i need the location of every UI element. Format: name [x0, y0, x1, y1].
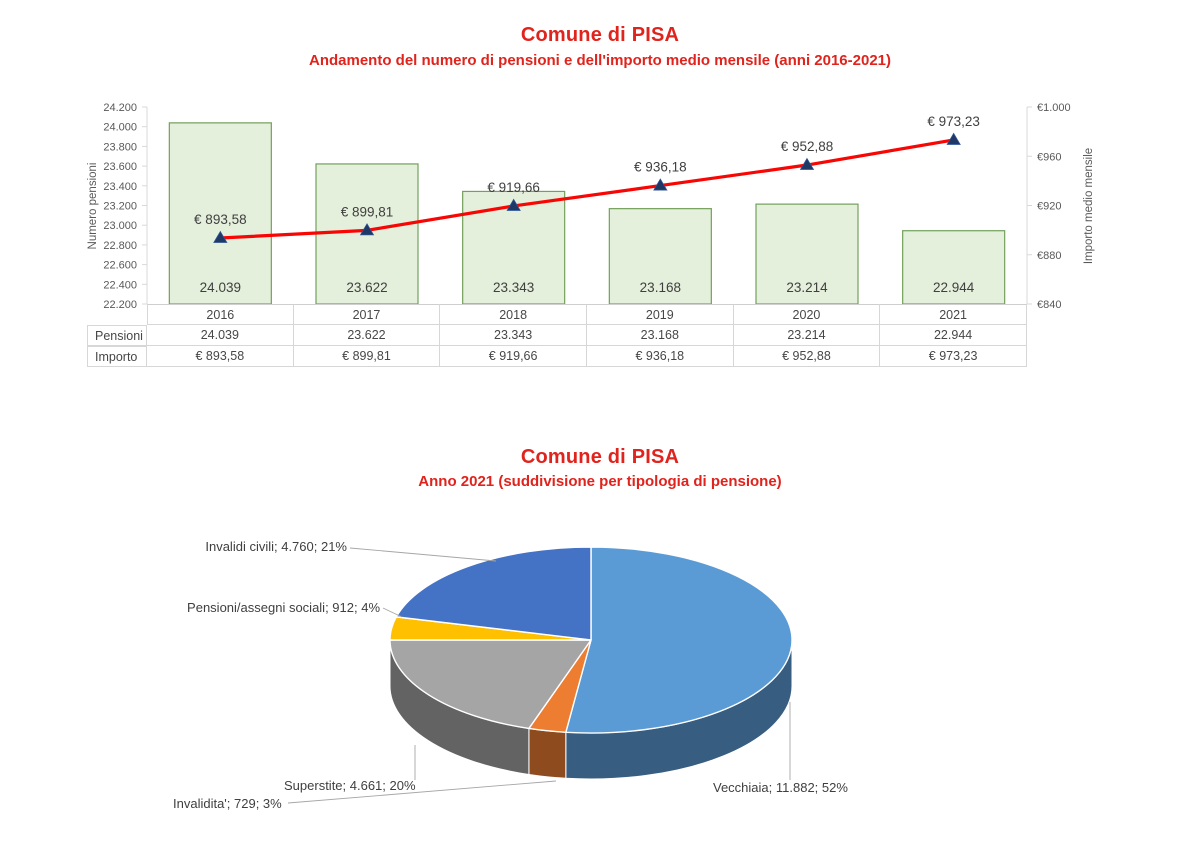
table-cell-pensioni-2018: 23.343 [440, 325, 587, 346]
pie-label-vecchiaia: Vecchiaia; 11.882; 52% [713, 780, 848, 795]
pie-leader-invalidi-civili [349, 547, 497, 562]
left-axis-tick-label: 23.200 [103, 201, 137, 213]
importo-marker-2021 [946, 132, 961, 145]
pie-chart-subtitle: Anno 2021 (suddivisione per tipologia di… [418, 473, 782, 490]
pie-leader-invalidita- [287, 780, 557, 804]
x-axis-year-2018: 2018 [440, 304, 587, 325]
importo-marker-2018 [506, 198, 521, 211]
bar-2020 [755, 203, 859, 305]
right-axis-tick-label: €1.000 [1037, 102, 1071, 114]
importo-marker-2019 [653, 178, 668, 191]
right-axis-tick-label: €880 [1037, 250, 1061, 262]
bar-value-label: 23.168 [640, 280, 681, 295]
importo-marker-2017 [359, 223, 375, 236]
bar-value-label: 23.622 [346, 280, 387, 295]
pie-label-superstite: Superstite; 4.661; 20% [284, 778, 416, 793]
bar-2021 [902, 230, 1006, 305]
left-axis-tick-label: 24.200 [103, 102, 137, 114]
importo-value-label: € 952,88 [781, 139, 834, 154]
pie-leader-pensioni-assegni-sociali [382, 607, 403, 618]
table-cell-pensioni-2016: 24.039 [147, 325, 294, 346]
table-cell-pensioni-2021: 22.944 [880, 325, 1027, 346]
importo-value-label: € 919,66 [487, 180, 540, 195]
right-axis-tick-label: €920 [1037, 201, 1061, 213]
left-axis-tick-label: 22.200 [103, 299, 137, 311]
left-axis-tick-label: 23.600 [103, 161, 137, 173]
combo-chart-data-table: 2016 2017 2018 2019 2020 2021 Pensioni 24.039 23… [87, 304, 1027, 367]
importo-marker-2016 [213, 230, 228, 243]
table-cell-pensioni-2020: 23.214 [733, 325, 881, 346]
bar-2019 [608, 208, 712, 305]
pie-slice-superstite [389, 639, 592, 730]
importo-line [220, 138, 954, 240]
combo-chart-subtitle: Andamento del numero di pensioni e dell'… [308, 52, 892, 69]
pie-label-invalidita-: Invalidita'; 729; 3% [173, 796, 282, 811]
pie-label-invalidi-civili: Invalidi civili; 4.760; 21% [205, 539, 347, 554]
pie-side-invalidita- [528, 727, 567, 779]
table-cell-pensioni-2017: 23.622 [293, 325, 441, 346]
pie-chart-title: Comune di PISA [520, 446, 680, 468]
left-axis-tick-label: 22.400 [103, 279, 137, 291]
importo-value-label: € 973,23 [927, 114, 980, 129]
right-axis-tick-label: €960 [1037, 151, 1061, 163]
table-cell-importo-2018: € 919,66 [440, 346, 587, 367]
bar-value-label: 23.343 [493, 280, 534, 295]
left-axis-tick-label: 24.000 [103, 122, 137, 134]
table-cell-importo-2017: € 899,81 [293, 346, 441, 367]
table-row-header-importo: Importo [87, 346, 147, 367]
left-axis-title: Numero pensioni [87, 163, 99, 250]
x-axis-year-2017: 2017 [293, 304, 441, 325]
table-cell-importo-2016: € 893,58 [147, 346, 294, 367]
importo-marker-2020 [799, 157, 815, 170]
importo-value-label: € 893,58 [194, 212, 247, 227]
table-cell-importo-2019: € 936,18 [586, 346, 734, 367]
table-row-header-pensioni: Pensioni [87, 325, 147, 346]
left-axis-tick-label: 23.800 [103, 141, 137, 153]
pie-slice-vecchiaia [565, 546, 793, 734]
left-axis-tick-label: 22.800 [103, 240, 137, 252]
bar-2016 [168, 122, 272, 305]
table-cell-pensioni-2019: 23.168 [586, 325, 734, 346]
table-corner-cell [87, 304, 147, 325]
x-axis-year-2020: 2020 [733, 304, 881, 325]
bar-value-label: 24.039 [200, 280, 241, 295]
pie-slice-invalidi-civili [395, 546, 592, 641]
combo-chart-title: Comune di PISA [520, 24, 680, 46]
right-axis-tick-label: €840 [1037, 299, 1061, 311]
table-cell-importo-2020: € 952,88 [733, 346, 881, 367]
importo-value-label: € 899,81 [341, 204, 394, 219]
x-axis-year-2016: 2016 [147, 304, 294, 325]
bar-value-label: 23.214 [786, 280, 828, 295]
right-axis-title: Importo medio mensile [1083, 148, 1095, 264]
pie-label-pensioni-assegni-sociali: Pensioni/assegni sociali; 912; 4% [187, 600, 380, 615]
x-axis-year-2019: 2019 [586, 304, 734, 325]
left-axis-tick-label: 23.000 [103, 220, 137, 232]
bar-value-label: 22.944 [933, 280, 975, 295]
table-cell-importo-2021: € 973,23 [880, 346, 1027, 367]
left-axis-tick-label: 23.400 [103, 181, 137, 193]
left-axis-tick-label: 22.600 [103, 260, 137, 272]
importo-value-label: € 936,18 [634, 160, 687, 175]
x-axis-year-2021: 2021 [880, 304, 1027, 325]
